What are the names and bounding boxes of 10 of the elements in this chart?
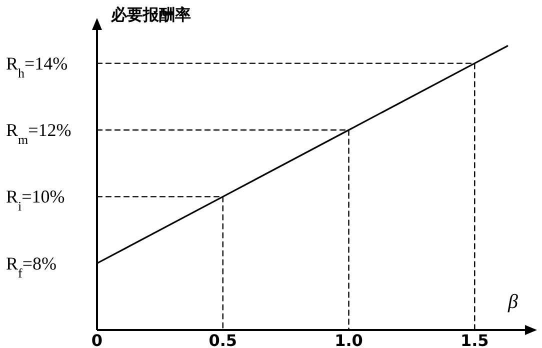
x-tick-label: 0.5: [208, 331, 238, 348]
x-axis-title: β: [507, 291, 518, 313]
y-tick-label: R$_{m}$=12%: [6, 120, 72, 146]
y-tick-label: R$_{f}$=8%: [6, 253, 57, 280]
x-tick-label: 0: [91, 331, 103, 348]
x-tick-label: 1.5: [460, 331, 489, 348]
y-tick-label: R$_{i}$=10%: [6, 186, 65, 214]
y-tick-label: R$_{h}$=14%: [6, 53, 68, 80]
x-tick-label: 1.0: [334, 331, 363, 348]
y-axis-title: 必要报酬率: [110, 5, 191, 24]
